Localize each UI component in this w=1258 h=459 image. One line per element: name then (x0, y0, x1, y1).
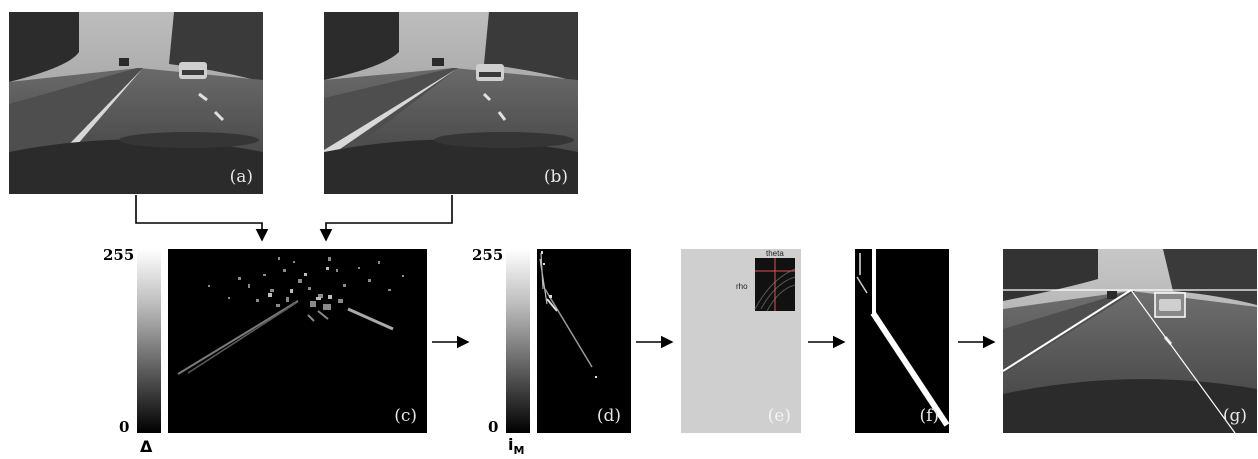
colorbar-d-symbol: iM (508, 435, 524, 457)
panel-c-difference-image: (c) (168, 249, 427, 433)
arrow-a-to-c (135, 195, 269, 242)
colorbar-c-min-label: 0 (119, 418, 130, 436)
panel-label: (b) (543, 167, 568, 187)
hough-axis-theta: theta (766, 249, 784, 258)
panel-a-road-frame: (a) (9, 12, 263, 194)
colorbar-c-max-label: 255 (103, 246, 135, 264)
colorbar-d-symbol-subscript: M (513, 444, 525, 458)
panel-d-integrated-image: (d) (537, 249, 631, 433)
colorbar-d-gradient (506, 249, 530, 433)
colorbar-d-symbol-main: i (508, 435, 514, 454)
arrow-b-to-c (319, 195, 453, 242)
colorbar-d-max-label: 255 (472, 246, 504, 264)
panel-b-road-frame: (b) (324, 12, 578, 194)
panel-label: (d) (596, 406, 621, 426)
panel-f-detected-lines: (f) (855, 249, 949, 433)
hough-axis-rho: rho (736, 282, 748, 291)
panel-label: (a) (229, 167, 253, 187)
panel-e-hough-transform: theta rho (e) (681, 249, 801, 433)
colorbar-d-min-label: 0 (488, 418, 499, 436)
colorbar-c-symbol: Δ (140, 437, 153, 456)
panel-label: (c) (394, 406, 417, 426)
panel-label: (g) (1222, 406, 1247, 426)
panel-label: (e) (767, 406, 791, 426)
colorbar-c-gradient (137, 249, 161, 433)
panel-g-result-overlay: (g) (1003, 249, 1257, 433)
panel-label: (f) (919, 406, 939, 426)
